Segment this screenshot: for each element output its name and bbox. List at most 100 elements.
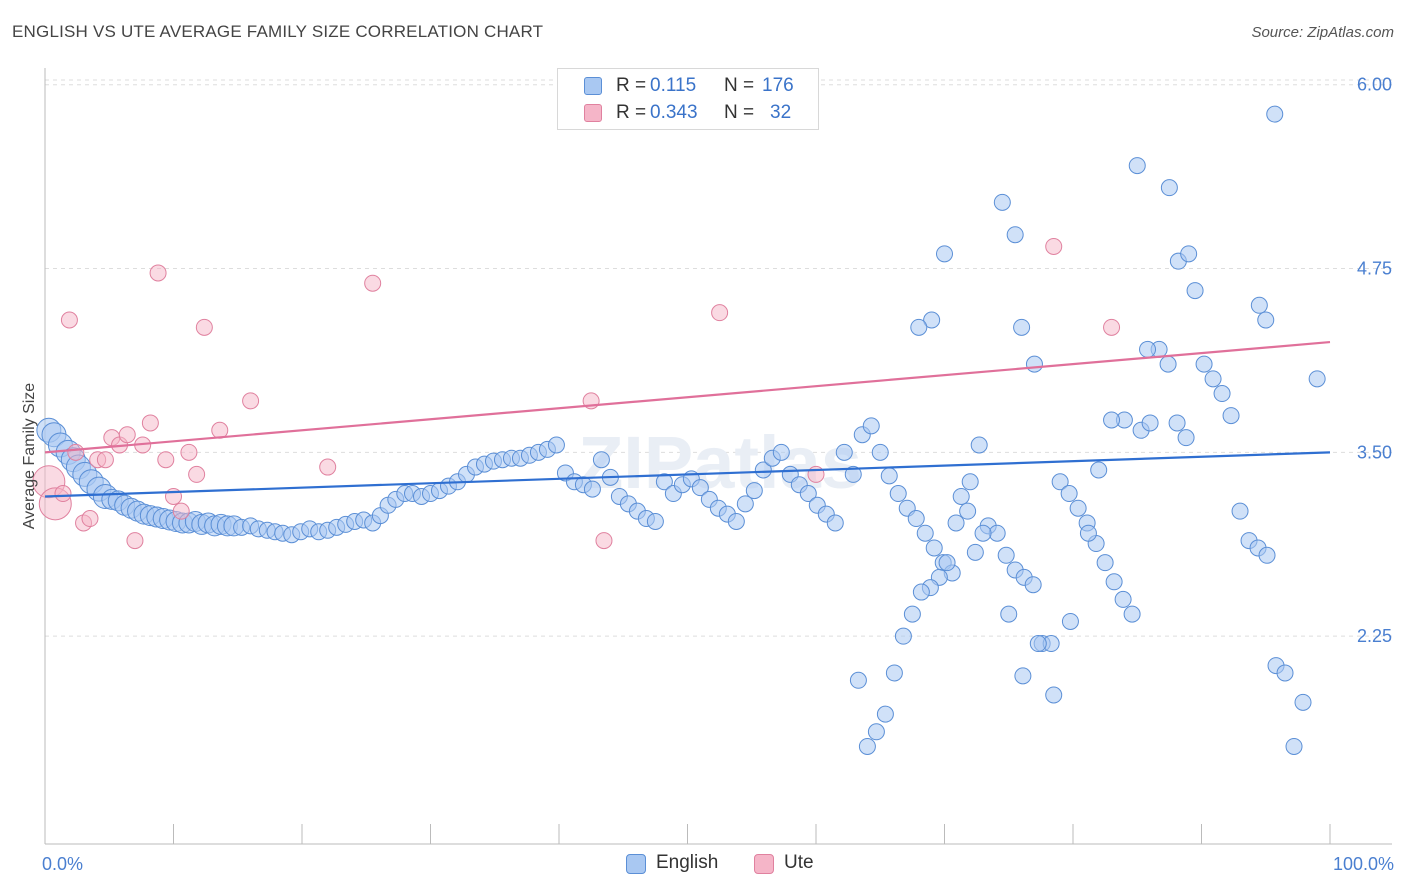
english-point [916,524,934,542]
series-english-points [36,105,1326,755]
ute-point [141,414,159,432]
legend-row-ute: R = 0.343 N = 32 [558,101,818,127]
ute-n-value: 32 [770,102,792,123]
ute-point [67,443,85,461]
ute-point [180,443,198,461]
english-point [583,480,601,498]
english-point [1029,635,1047,653]
ute-point [172,502,190,520]
english-point [655,473,673,491]
english-point [1060,485,1078,503]
chart-title: ENGLISH VS UTE AVERAGE FAMILY SIZE CORRE… [12,22,544,41]
english-point [923,311,941,329]
trend-lines [44,340,1331,498]
english-point [1090,461,1108,479]
english-point [736,495,754,513]
ute-point [1103,318,1121,336]
ute-point [1045,237,1063,255]
english-legend-swatch [626,854,646,874]
english-point [646,512,664,530]
english-point [997,546,1015,564]
english-point [1285,737,1303,755]
english-point [903,605,921,623]
grid-lines [45,79,1392,637]
r-label: R = [616,75,647,96]
english-point [745,482,763,500]
ute-trend-line [44,340,1331,454]
ute-legend-swatch [754,854,774,874]
english-point [844,465,862,483]
english-point [974,524,992,542]
english-point [826,514,844,532]
ute-point [54,485,72,503]
english-legend-label: English [656,852,719,873]
y-tick-label: 4.75 [1357,259,1392,279]
english-point [1222,407,1240,425]
english-point [871,443,889,461]
english-point [772,443,790,461]
english-point [910,318,928,336]
y-tick-label: 6.00 [1357,75,1392,95]
ute-swatch [584,104,602,122]
english-swatch [584,77,602,95]
english-point [1069,499,1087,517]
english-point [1141,414,1159,432]
ute-point [364,274,382,292]
english-point [912,583,930,601]
ute-legend-label: Ute [784,852,814,873]
english-r-value: 0.115 [650,75,697,96]
english-point [754,461,772,479]
english-point [1105,573,1123,591]
ute-point [118,426,136,444]
ute-point [319,458,337,476]
english-point [876,705,894,723]
english-point [894,627,912,645]
english-point [1250,296,1268,314]
ute-point [195,318,213,336]
english-point [1160,179,1178,197]
ute-point [126,532,144,550]
english-point [1006,226,1024,244]
english-point [1195,355,1213,373]
english-point [1045,686,1063,704]
english-point [1024,576,1042,594]
english-point [1051,473,1069,491]
english-point [1257,311,1275,329]
english-point [1123,605,1141,623]
english-point [1294,693,1312,711]
english-point [1103,411,1121,429]
english-point [936,245,953,263]
english-point [799,485,817,503]
english-point [885,664,903,682]
english-point [1128,157,1146,175]
n-label: N = [724,75,755,96]
english-point [970,436,988,454]
series-legend: English Ute [0,852,1406,878]
english-point [938,554,956,572]
english-n-value: 176 [762,75,794,96]
english-point [993,193,1011,211]
english-point [988,524,1006,542]
english-point [947,514,965,532]
ute-point [242,392,260,410]
english-point [1180,245,1198,263]
ute-point [188,465,206,483]
x-tick-labels: 0.0% 100.0% [42,854,1394,874]
english-point [1096,554,1114,572]
english-point [1231,502,1249,520]
english-point [547,436,565,454]
english-point [952,487,970,505]
english-point [592,451,610,469]
english-point [1000,605,1018,623]
english-point [1258,546,1276,564]
english-point [867,723,885,741]
x-tick-label-max: 100.0% [1333,854,1394,874]
ute-point [96,451,114,469]
y-tick-label: 2.25 [1357,626,1392,646]
english-point [1213,385,1231,403]
english-point [959,502,977,520]
english-point [1014,667,1032,685]
english-point [727,512,745,530]
ute-point [711,304,729,322]
